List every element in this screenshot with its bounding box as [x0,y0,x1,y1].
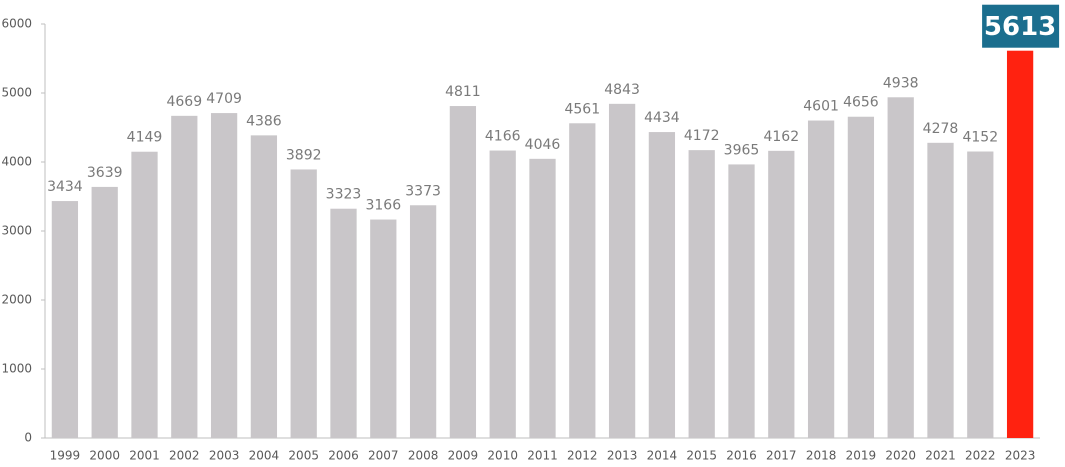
x-tick-label: 2002 [169,449,200,463]
value-label: 5613 [984,12,1056,42]
x-tick-label: 2019 [846,449,877,463]
x-tick-label: 2007 [368,449,399,463]
value-label: 4434 [644,110,680,126]
bar [250,135,278,438]
value-label: 4601 [803,99,839,115]
bar [210,113,238,438]
bar [768,150,795,438]
x-tick-label: 2023 [1005,449,1036,463]
bar [847,116,875,439]
x-tick-label: 2004 [249,449,280,463]
x-tick-label: 2010 [487,449,518,463]
value-label: 4149 [127,130,163,146]
x-tick-label: 1999 [50,449,81,463]
value-label: 3965 [724,142,760,158]
bar [51,201,79,438]
x-tick-label: 2018 [806,449,837,463]
x-tick-label: 2020 [885,449,916,463]
bar [1006,50,1034,438]
value-label: 4811 [445,84,481,100]
x-tick-label: 2016 [726,449,757,463]
bar [728,164,755,439]
bar [131,151,158,438]
x-tick-label: 2012 [567,449,598,463]
value-label: 3639 [87,165,123,181]
x-tick-label: 2015 [686,449,717,463]
x-tick-label: 2001 [129,449,160,463]
x-tick-label: 2003 [209,449,240,463]
x-tick-label: 2000 [89,449,120,463]
y-tick-label: 2000 [1,293,32,307]
value-label: 4938 [883,75,919,91]
x-tick-label: 2009 [448,449,479,463]
bar [529,158,556,439]
bar [608,103,636,438]
x-tick-label: 2014 [647,449,678,463]
value-label: 4162 [763,129,799,145]
y-tick-label: 6000 [1,17,32,31]
y-tick-label: 3000 [1,224,32,238]
value-label: 3373 [405,183,441,199]
value-label: 4166 [485,129,521,145]
value-label: 4656 [843,95,879,111]
bar [489,150,516,438]
x-tick-label: 2005 [288,449,319,463]
value-label: 4046 [525,137,561,153]
x-tick-label: 2017 [766,449,797,463]
x-tick-label: 2011 [527,449,558,463]
x-tick-label: 2008 [408,449,439,463]
bar [449,106,477,438]
value-label: 3166 [365,198,401,214]
bar [569,123,596,438]
value-label: 4709 [206,91,242,107]
value-label-box [982,4,1060,48]
bar [409,205,437,438]
value-label: 3892 [286,147,322,163]
bar [91,186,118,438]
bar [807,120,835,438]
value-label: 4172 [684,128,720,144]
bar [887,97,914,438]
value-label: 4278 [923,121,959,137]
x-tick-label: 2013 [607,449,638,463]
bar [967,151,994,438]
value-label: 4561 [564,101,600,117]
y-tick-label: 4000 [1,155,32,169]
value-label: 4843 [604,82,640,98]
value-label: 4386 [246,113,282,129]
x-tick-label: 2022 [965,449,996,463]
bar [290,169,317,438]
x-tick-label: 2021 [925,449,956,463]
bar [688,150,715,438]
bar [330,208,357,438]
value-label: 4669 [166,94,202,110]
bar [927,142,954,438]
bar [648,132,676,438]
bar [370,219,397,438]
y-tick-label: 0 [24,431,32,445]
value-label: 3323 [326,187,362,203]
x-tick-label: 2006 [328,449,359,463]
y-tick-label: 1000 [1,362,32,376]
y-tick-label: 5000 [1,86,32,100]
value-label: 3434 [47,179,83,195]
value-label: 4152 [962,130,998,146]
bar [171,115,198,439]
